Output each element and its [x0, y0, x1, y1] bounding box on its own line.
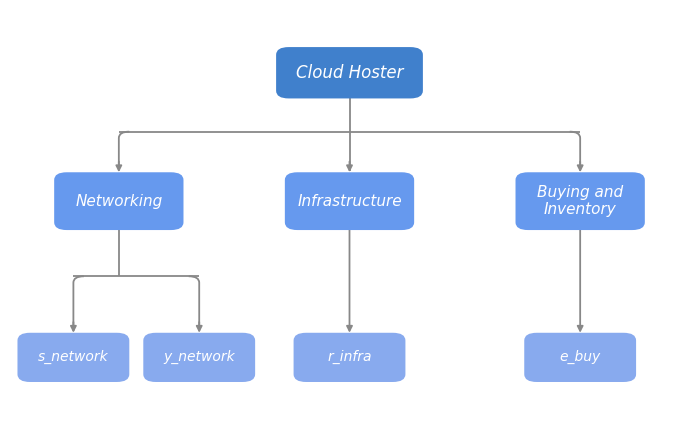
- FancyBboxPatch shape: [294, 333, 405, 382]
- FancyBboxPatch shape: [143, 333, 255, 382]
- Text: Cloud Hoster: Cloud Hoster: [296, 64, 403, 82]
- Text: r_infra: r_infra: [327, 350, 372, 365]
- Text: s_network: s_network: [38, 350, 109, 365]
- FancyBboxPatch shape: [276, 47, 423, 98]
- Text: Infrastructure: Infrastructure: [297, 193, 402, 209]
- Text: Buying and
Inventory: Buying and Inventory: [537, 185, 624, 217]
- FancyBboxPatch shape: [55, 172, 183, 230]
- FancyBboxPatch shape: [285, 172, 414, 230]
- Text: y_network: y_network: [164, 350, 235, 365]
- Text: Networking: Networking: [75, 193, 162, 209]
- FancyBboxPatch shape: [17, 333, 129, 382]
- FancyBboxPatch shape: [524, 333, 636, 382]
- Text: e_buy: e_buy: [559, 350, 601, 365]
- FancyBboxPatch shape: [515, 172, 644, 230]
